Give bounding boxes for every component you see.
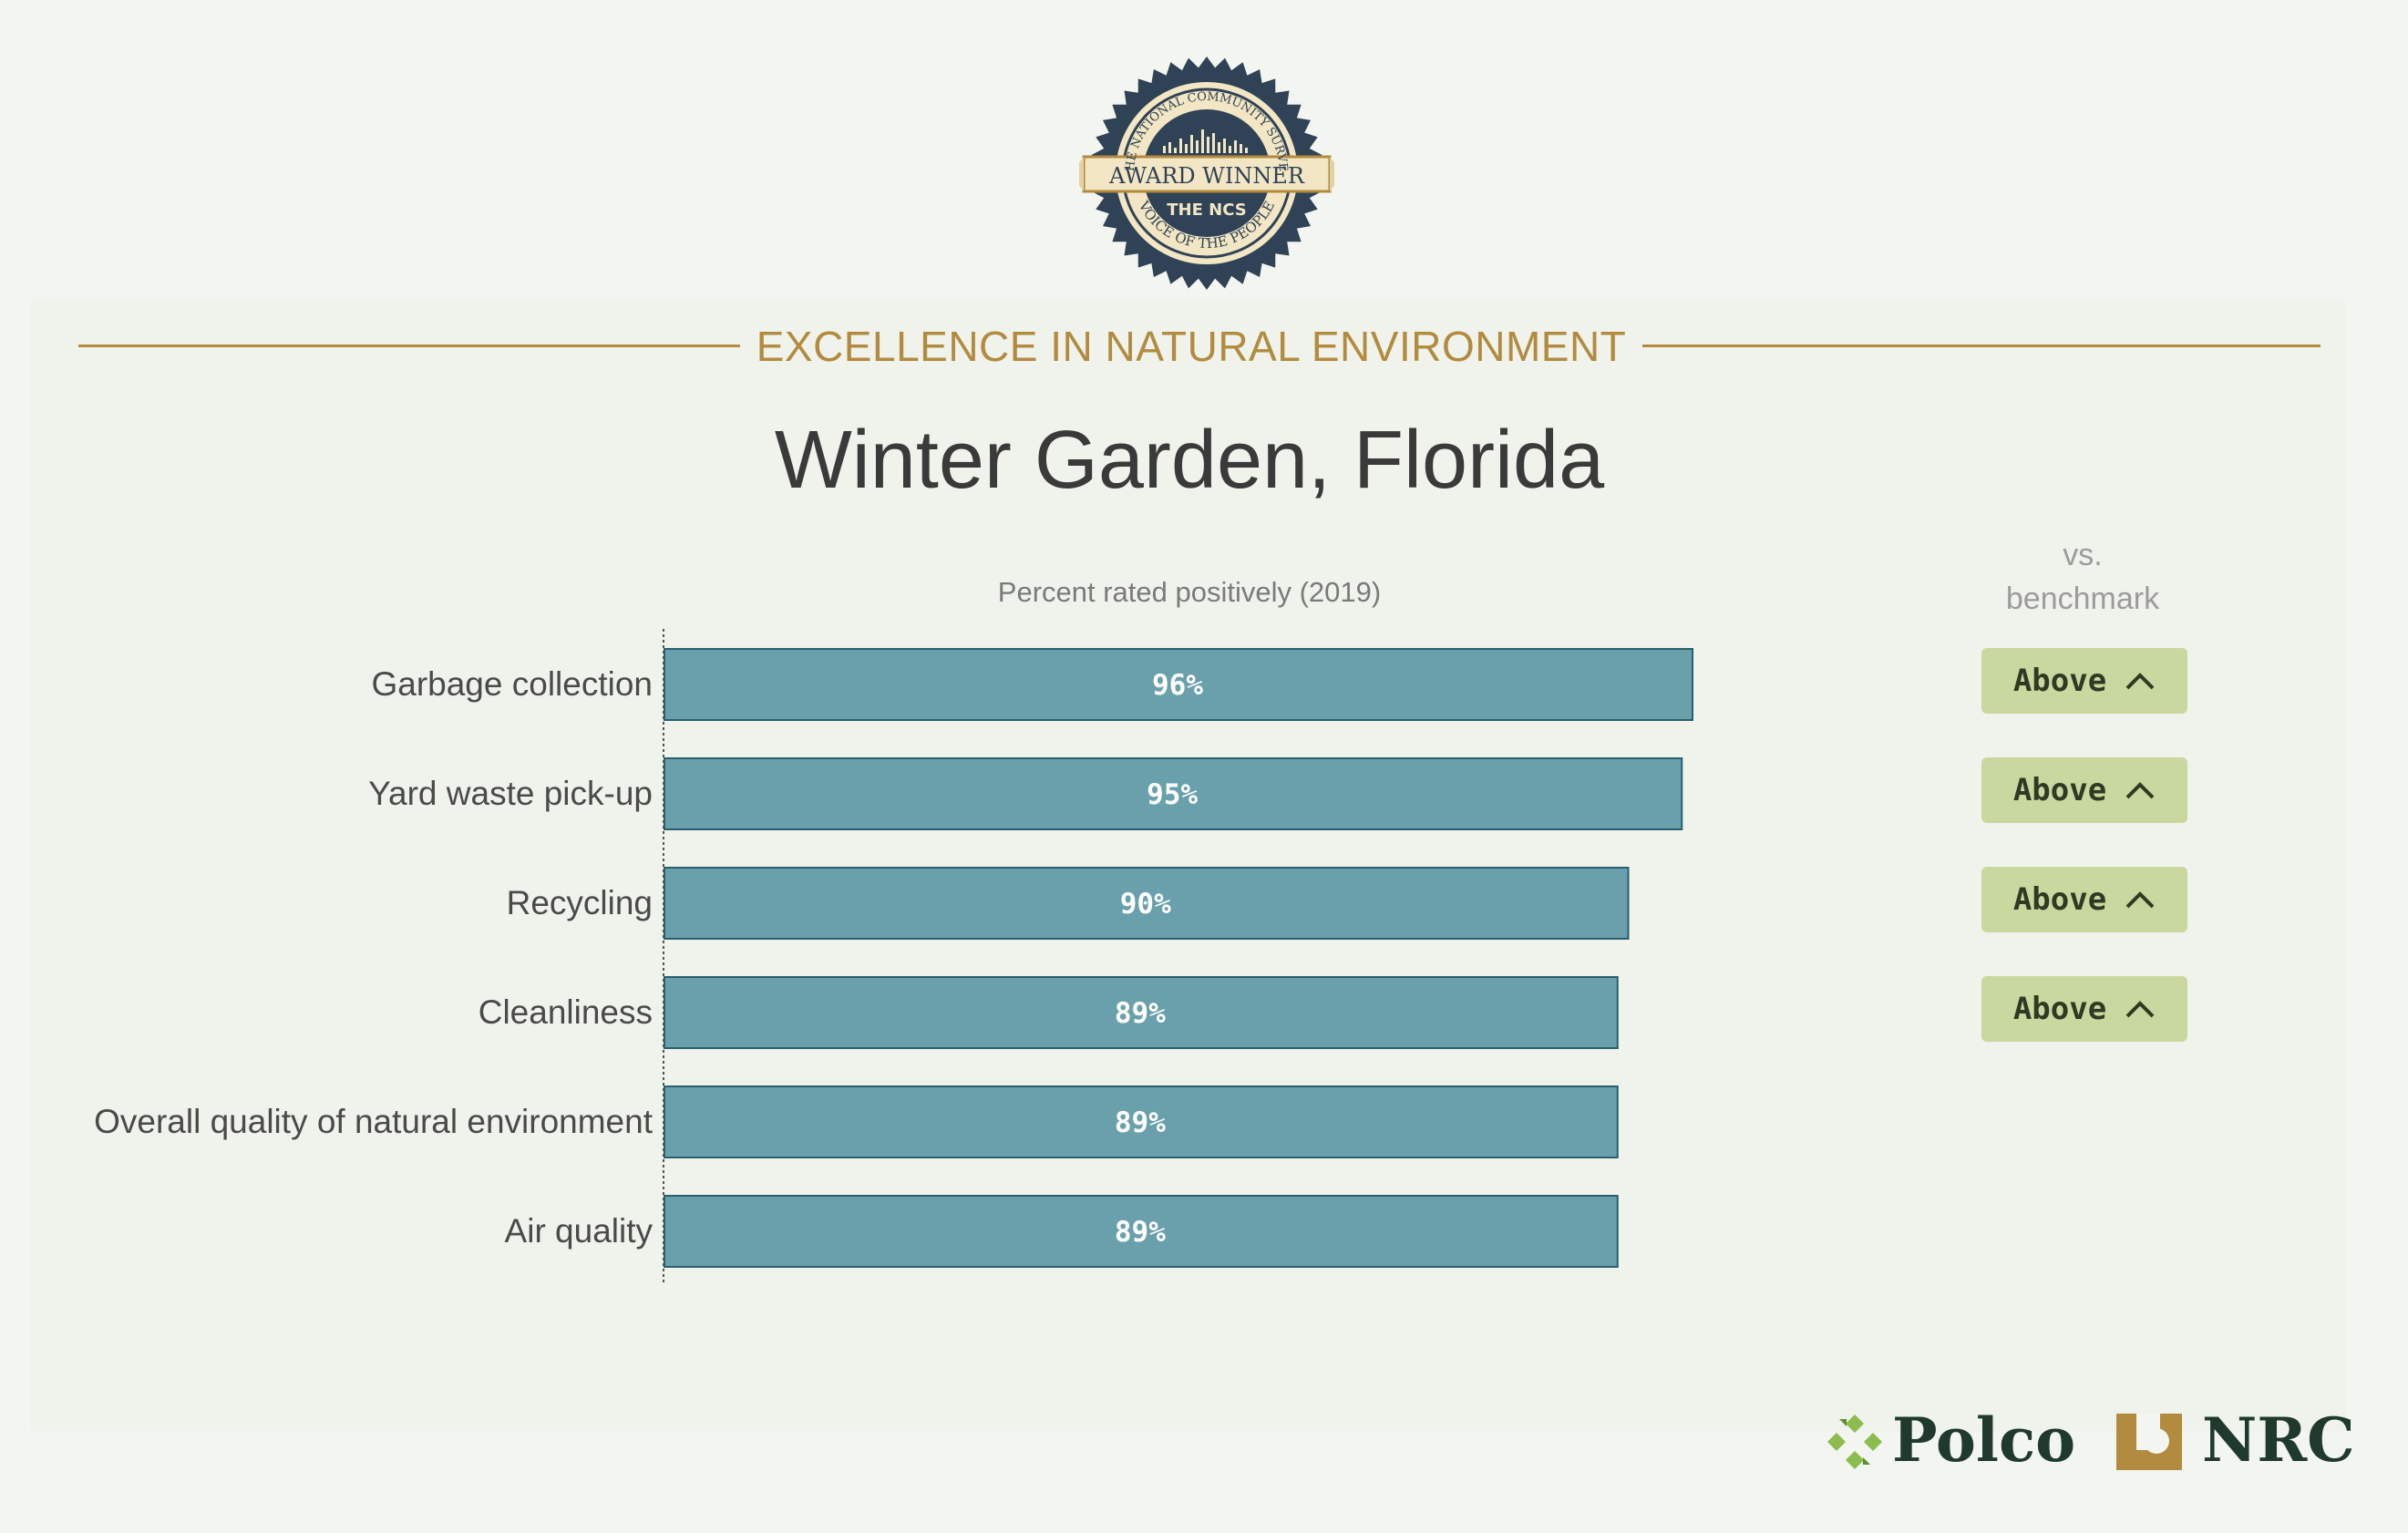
benchmark-header-line-2: benchmark bbox=[2005, 581, 2160, 616]
bar bbox=[664, 1195, 1619, 1268]
chevron-up-icon bbox=[2125, 890, 2156, 910]
benchmark-badge: Above bbox=[1981, 867, 2187, 932]
benchmark-label: Above bbox=[2012, 991, 2107, 1027]
city-title: Winter Garden, Florida bbox=[774, 415, 1605, 506]
bar-chart: Garbage collection 96% Yard waste pick-up 9… bbox=[94, 629, 1693, 1285]
badge-ribbon-text: AWARD WINNER bbox=[1108, 163, 1305, 189]
section-heading: EXCELLENCE IN NATURAL ENVIRONMENT bbox=[78, 314, 2321, 378]
benchmark-badge: Above bbox=[1981, 648, 2187, 714]
award-badge: AWARD WINNER THE NCS THE NATIONAL COMMUN… bbox=[1070, 55, 1343, 301]
category-label: Yard waste pick-up bbox=[368, 775, 653, 812]
bar bbox=[664, 757, 1683, 830]
benchmark-header-line-1: vs. bbox=[2063, 538, 2103, 572]
category-label: Air quality bbox=[505, 1212, 653, 1250]
nrc-logo-icon bbox=[2116, 1414, 2182, 1470]
benchmark-label: Above bbox=[2012, 772, 2107, 808]
bar-value-label: 96% bbox=[1152, 669, 1203, 702]
nrc-logo-text: NRC bbox=[2202, 1404, 2355, 1476]
category-label: Overall quality of natural environment bbox=[94, 1103, 653, 1140]
category-label: Garbage collection bbox=[371, 665, 653, 703]
bar-value-label: 90% bbox=[1120, 888, 1171, 921]
bar-value-label: 89% bbox=[1115, 997, 1166, 1030]
heading-rule-left bbox=[78, 345, 740, 347]
benchmark-label: Above bbox=[2012, 663, 2107, 699]
heading-rule-right bbox=[1642, 345, 2321, 347]
benchmark-badge: Above bbox=[1981, 757, 2187, 823]
bar bbox=[664, 1085, 1619, 1158]
category-label: Cleanliness bbox=[479, 993, 653, 1031]
bar-value-label: 89% bbox=[1115, 1106, 1166, 1139]
bar bbox=[664, 976, 1619, 1049]
bar-value-label: 95% bbox=[1147, 778, 1198, 811]
chevron-up-icon bbox=[2125, 671, 2156, 691]
benchmark-label: Above bbox=[2012, 881, 2107, 918]
footer-logos: Polco NRC bbox=[1814, 1399, 2361, 1481]
polco-logo-text: Polco bbox=[1892, 1404, 2076, 1476]
bar-value-label: 89% bbox=[1115, 1216, 1166, 1249]
category-label: Recycling bbox=[507, 884, 653, 921]
benchmark-header: vs. benchmark bbox=[1969, 533, 2197, 621]
chevron-up-icon bbox=[2125, 780, 2156, 800]
section-title: EXCELLENCE IN NATURAL ENVIRONMENT bbox=[756, 323, 1627, 370]
bar bbox=[664, 867, 1630, 940]
badge-ncs-mark: THE NCS bbox=[1167, 201, 1246, 220]
bar bbox=[664, 648, 1693, 721]
chevron-up-icon bbox=[2125, 999, 2156, 1019]
chart-subtitle: Percent rated positively (2019) bbox=[997, 576, 1382, 608]
polco-logo-icon bbox=[1827, 1415, 1882, 1469]
benchmark-badge: Above bbox=[1981, 976, 2187, 1042]
